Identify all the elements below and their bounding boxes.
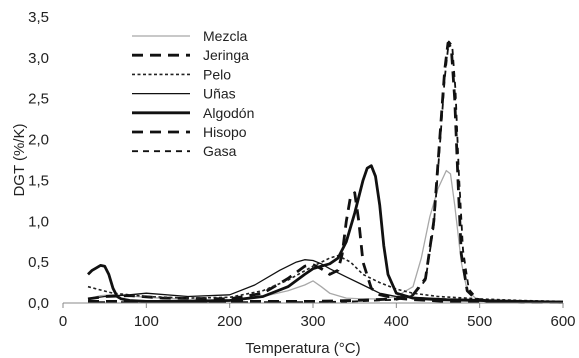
y-ticks: 0,0 0,5 1,0 1,5 2,0 2,5 3,0 3,5 — [28, 9, 49, 312]
series-line-5 — [88, 41, 563, 304]
x-ticks: 0 100 200 300 400 500 600 — [59, 303, 576, 330]
x-axis-title: Temperatura (°C) — [245, 340, 360, 357]
axes: 0 100 200 300 400 500 600 0,0 0,5 1,0 1,5 2,0 2,5 3,… — [28, 9, 575, 330]
y-tick-label: 1,5 — [28, 172, 49, 189]
legend-label-5: Hisopo — [203, 124, 247, 140]
x-tick-label: 400 — [384, 313, 409, 330]
y-tick-label: 2,0 — [28, 132, 49, 149]
series-line-6 — [88, 40, 563, 304]
series-line-1 — [87, 191, 564, 304]
legend-label-3: Uñas — [203, 86, 236, 102]
y-tick-label: 0,0 — [28, 295, 49, 312]
y-axis-title: DGT (%/K) — [11, 123, 28, 196]
x-tick-label: 500 — [467, 313, 492, 330]
legend-label-6: Gasa — [203, 143, 237, 159]
y-tick-label: 3,5 — [28, 9, 49, 26]
x-tick-label: 200 — [217, 313, 242, 330]
y-tick-label: 2,5 — [28, 91, 49, 108]
series-line-0 — [87, 169, 564, 303]
y-tick-label: 0,5 — [28, 254, 49, 271]
legend: Mezcla Jeringa Pelo Uñas Algodón Hisopo Gasa — [132, 28, 254, 159]
y-tick-label: 1,0 — [28, 213, 49, 230]
legend-label-2: Pelo — [203, 66, 231, 82]
legend-label-1: Jeringa — [203, 47, 249, 63]
series-line-4 — [87, 164, 564, 304]
plot-lines — [87, 40, 564, 304]
x-tick-label: 600 — [550, 313, 575, 330]
x-tick-label: 100 — [134, 313, 159, 330]
legend-label-4: Algodón — [203, 105, 254, 121]
x-tick-label: 0 — [59, 313, 67, 330]
legend-label-0: Mezcla — [203, 28, 248, 44]
x-tick-label: 300 — [300, 313, 325, 330]
y-tick-label: 3,0 — [28, 50, 49, 67]
